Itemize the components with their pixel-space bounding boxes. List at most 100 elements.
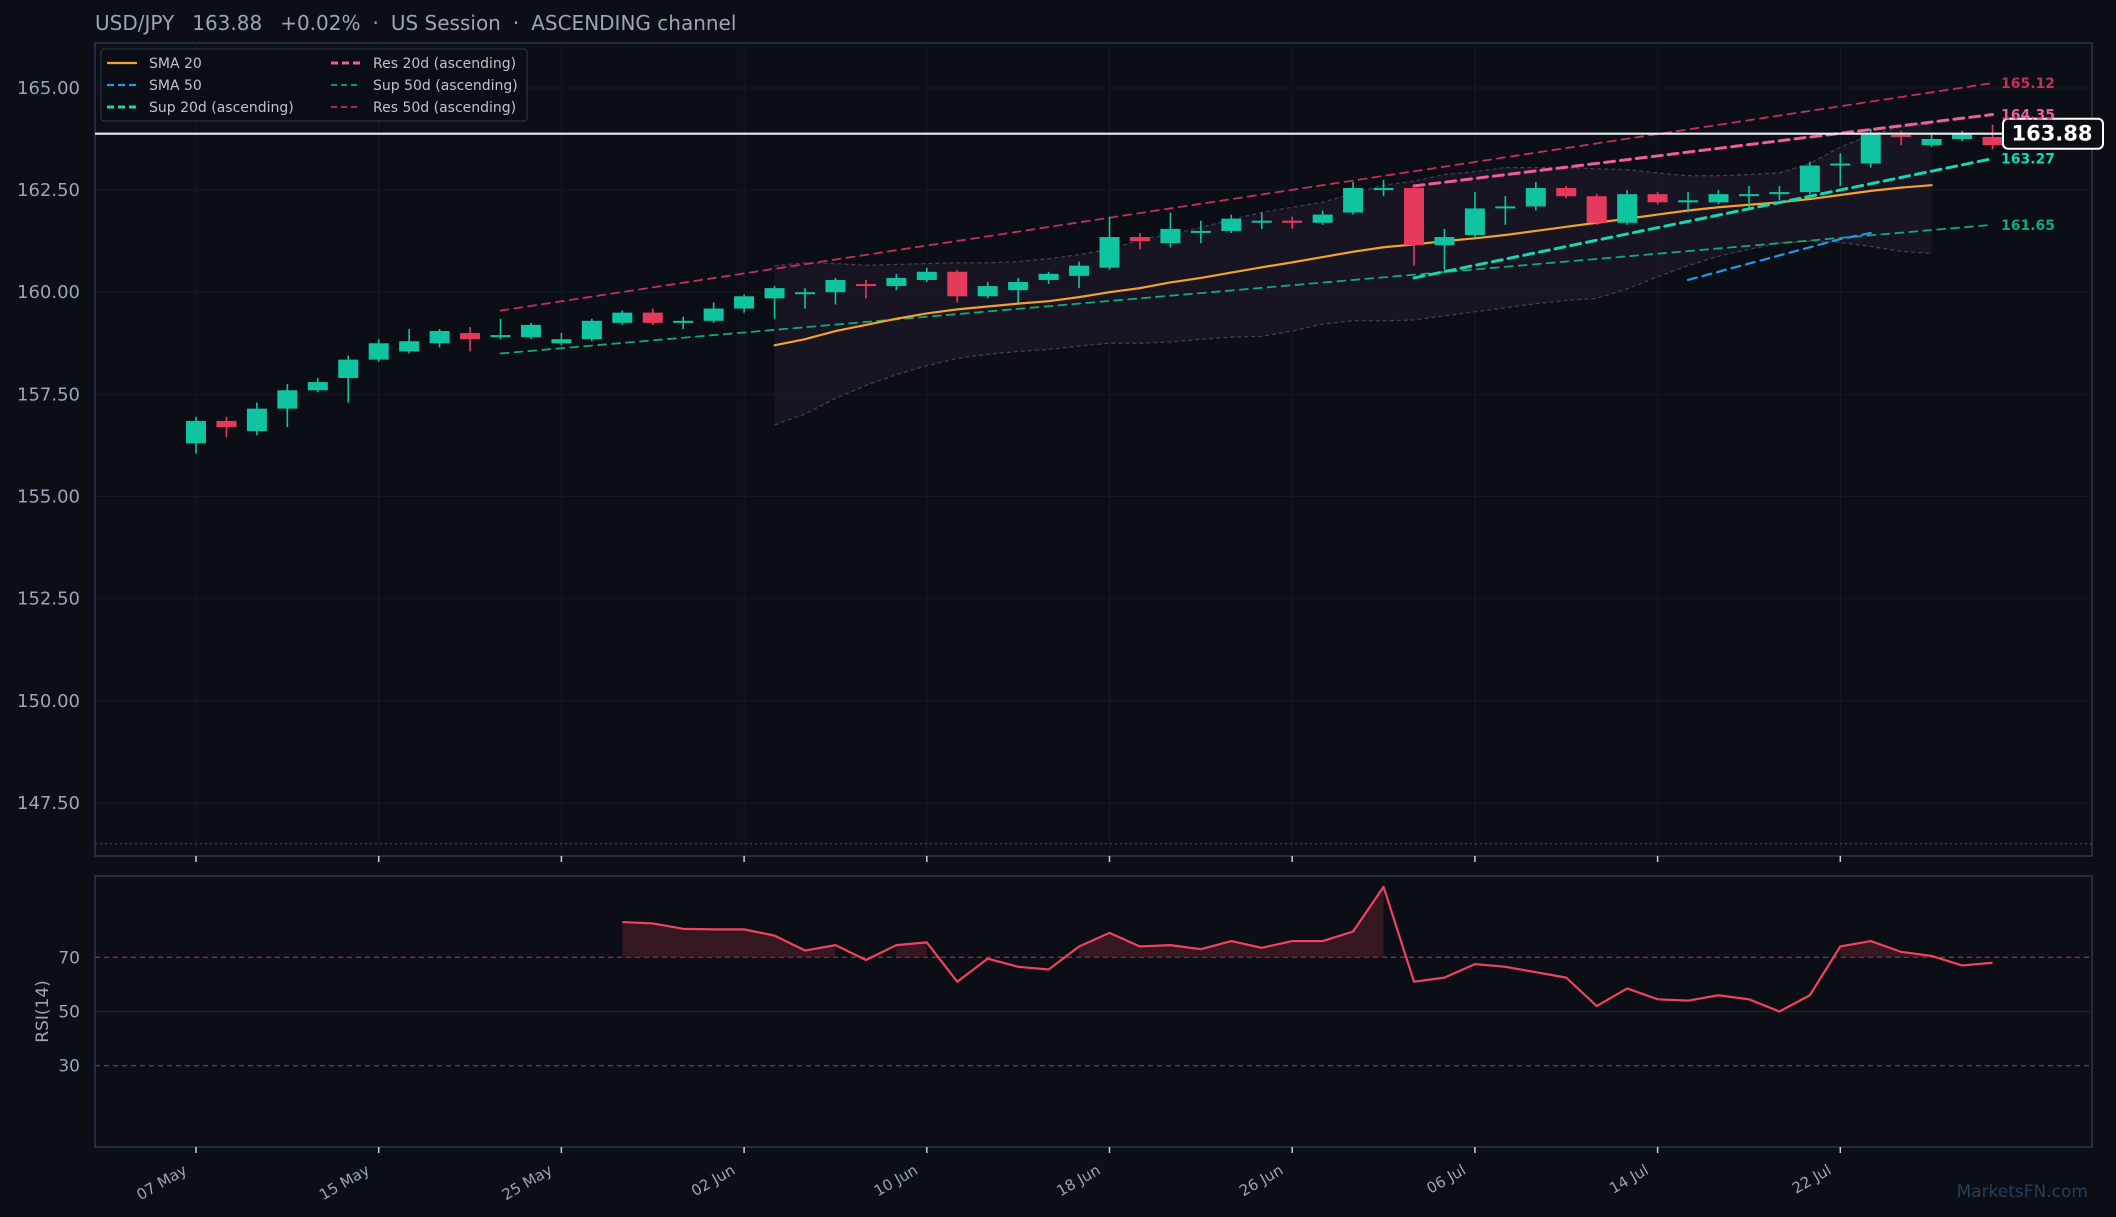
candle-up [1343,181,1364,215]
current-price-badge [2002,117,2104,150]
candle-body [246,408,267,432]
candle-body [916,271,937,280]
candle-down [855,279,876,299]
candle-body [1464,208,1485,236]
rsi-overbought-fill [896,942,927,958]
candle-up [1799,161,1820,195]
candle-body [1099,237,1120,268]
candle-body [1678,200,1699,203]
y-tick-label: 157.50 [17,384,80,405]
candle-up [1830,153,1851,186]
candle-up [399,328,420,354]
x-tick-label: 22 Jul [1789,1161,1834,1198]
channel-band [774,123,1932,425]
candle-body [429,331,450,344]
series-line-res-50d-ascending- [499,82,1994,312]
candle-down [1404,183,1424,266]
candle-body [551,339,572,344]
x-tick-label: 06 Jul [1424,1161,1469,1198]
candles [186,124,2003,454]
legend-label: SMA 50 [149,78,202,94]
candle-down [1556,185,1577,199]
chart-header: USD/JPY 163.88 +0.02% · US Session · ASCENDING… [95,11,736,35]
candle-up [1678,192,1699,213]
series-line-sup-50d-ascending- [499,223,1994,355]
y-tick-label: 165.00 [17,78,80,99]
candle-up [673,316,694,329]
candle-up [520,322,541,340]
candle-up [1738,185,1759,209]
candle-down [1586,194,1607,225]
candle-up [1921,132,1942,148]
channel-lower-line [774,240,1932,426]
candle-body [460,333,481,340]
candle-body [825,279,846,293]
candle-up [1373,179,1394,197]
candle-up [612,310,633,325]
candle-up [1038,271,1059,285]
price-panel: 163.88 165.12 164.35 163.27 161.65 147.50 150.… [17,42,2104,1147]
rsi-overbought-fill [622,922,836,958]
candle-up [490,318,511,340]
x-tick-label: 26 Jun [1236,1161,1286,1200]
candle-up [1464,192,1485,238]
y-tick-label: 152.50 [17,589,80,610]
candle-body [216,420,237,428]
y-tick-label: 150.00 [17,691,80,712]
candle-down [1282,216,1303,229]
level-label: 161.65 [2001,218,2055,234]
candle-up [1069,261,1090,289]
rsi-axis-label: RSI(14) [33,980,53,1043]
candle-up [916,267,937,282]
candle-body [307,382,328,391]
candle-body [1556,188,1577,197]
candle-body [1190,230,1211,233]
candle-body [612,312,633,323]
candle-body [1799,165,1820,193]
candle-body [1647,194,1668,203]
candle-up [1190,220,1211,244]
candle-body [1769,192,1790,195]
candle-body [1952,132,1973,140]
candle-up [1434,228,1455,270]
candle-body [1434,237,1455,246]
candle-body [1038,273,1059,280]
candle-up [1251,212,1272,229]
candle-body [795,292,815,295]
candle-up [734,294,755,313]
level-label: 165.12 [2001,76,2055,92]
candle-body [1982,136,2003,146]
series-line-sma-20 [773,184,1933,347]
candle-body [642,312,663,323]
x-tick-label: 10 Jun [871,1161,921,1200]
candle-down [1129,232,1150,250]
rsi-line [622,885,1993,1013]
candle-body [520,324,541,338]
candle-up [825,277,846,305]
candle-down [642,308,663,325]
candle-body [1617,194,1638,223]
channel-upper-line [774,123,1932,267]
candle-body [1251,220,1272,223]
candle-body [1830,163,1851,166]
y-tick-label: 155.00 [17,486,80,507]
legend-label: Sup 20d (ascending) [149,100,294,116]
candle-body [764,288,785,299]
candle-body [277,390,298,409]
x-tick-label: 14 Jul [1606,1161,1651,1198]
candle-body [1708,194,1729,203]
candle-body [1495,206,1516,209]
rsi-tick-label: 30 [58,1057,80,1077]
candle-body [399,341,420,352]
series-line-sma-50 [1686,231,1872,282]
x-tick-label: 02 Jun [688,1161,738,1200]
candle-body [1008,281,1029,291]
candle-up [581,318,602,342]
candle-body [1586,196,1607,223]
legend-label: Res 20d (ascending) [373,56,516,72]
candle-up [1495,196,1516,225]
rsi-tick-label: 70 [58,948,80,968]
candle-body [1343,188,1364,213]
current-price-label: 163.88 [2011,122,2092,146]
candle-up [1099,216,1120,270]
